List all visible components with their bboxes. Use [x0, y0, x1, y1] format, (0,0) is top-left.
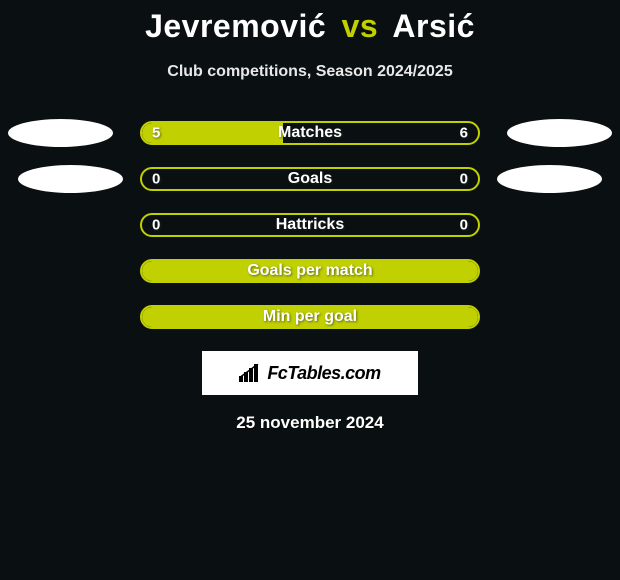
- logo-text: FcTables.com: [267, 363, 380, 384]
- player2-ellipse: [507, 119, 612, 147]
- bar-chart-icon: [239, 364, 261, 382]
- date-label: 25 november 2024: [0, 413, 620, 433]
- stat-row: 5 6 Matches: [0, 121, 620, 145]
- stat-bar: 5 6 Matches: [140, 121, 480, 145]
- player2-value: 6: [460, 125, 468, 142]
- stat-row: 0 0 Goals: [0, 167, 620, 191]
- stat-label: Hattricks: [276, 216, 344, 234]
- fctables-logo: FcTables.com: [202, 351, 418, 395]
- player1-value: 5: [152, 125, 160, 142]
- stat-label: Matches: [278, 124, 342, 142]
- page-title: Jevremović vs Arsić: [0, 0, 620, 45]
- player1-value: 0: [152, 171, 160, 188]
- player1-ellipse: [18, 165, 123, 193]
- player1-value: 0: [152, 217, 160, 234]
- subtitle: Club competitions, Season 2024/2025: [0, 63, 620, 81]
- player2-name: Arsić: [392, 8, 475, 44]
- stat-rows: 5 6 Matches 0 0 Goals 0 0 Hattricks Goals per mat…: [0, 121, 620, 329]
- player2-value: 0: [460, 217, 468, 234]
- bar-fill-left: [142, 123, 283, 143]
- player1-name: Jevremović: [145, 8, 326, 44]
- stat-label: Min per goal: [263, 308, 357, 326]
- player2-ellipse: [497, 165, 602, 193]
- stat-label: Goals per match: [247, 262, 372, 280]
- stat-bar: 0 0 Goals: [140, 167, 480, 191]
- comparison-infographic: Jevremović vs Arsić Club competitions, S…: [0, 0, 620, 580]
- stat-row: Min per goal: [0, 305, 620, 329]
- stat-row: Goals per match: [0, 259, 620, 283]
- stat-label: Goals: [288, 170, 332, 188]
- player1-ellipse: [8, 119, 113, 147]
- vs-label: vs: [342, 8, 379, 44]
- stat-row: 0 0 Hattricks: [0, 213, 620, 237]
- stat-bar: Min per goal: [140, 305, 480, 329]
- player2-value: 0: [460, 171, 468, 188]
- stat-bar: Goals per match: [140, 259, 480, 283]
- stat-bar: 0 0 Hattricks: [140, 213, 480, 237]
